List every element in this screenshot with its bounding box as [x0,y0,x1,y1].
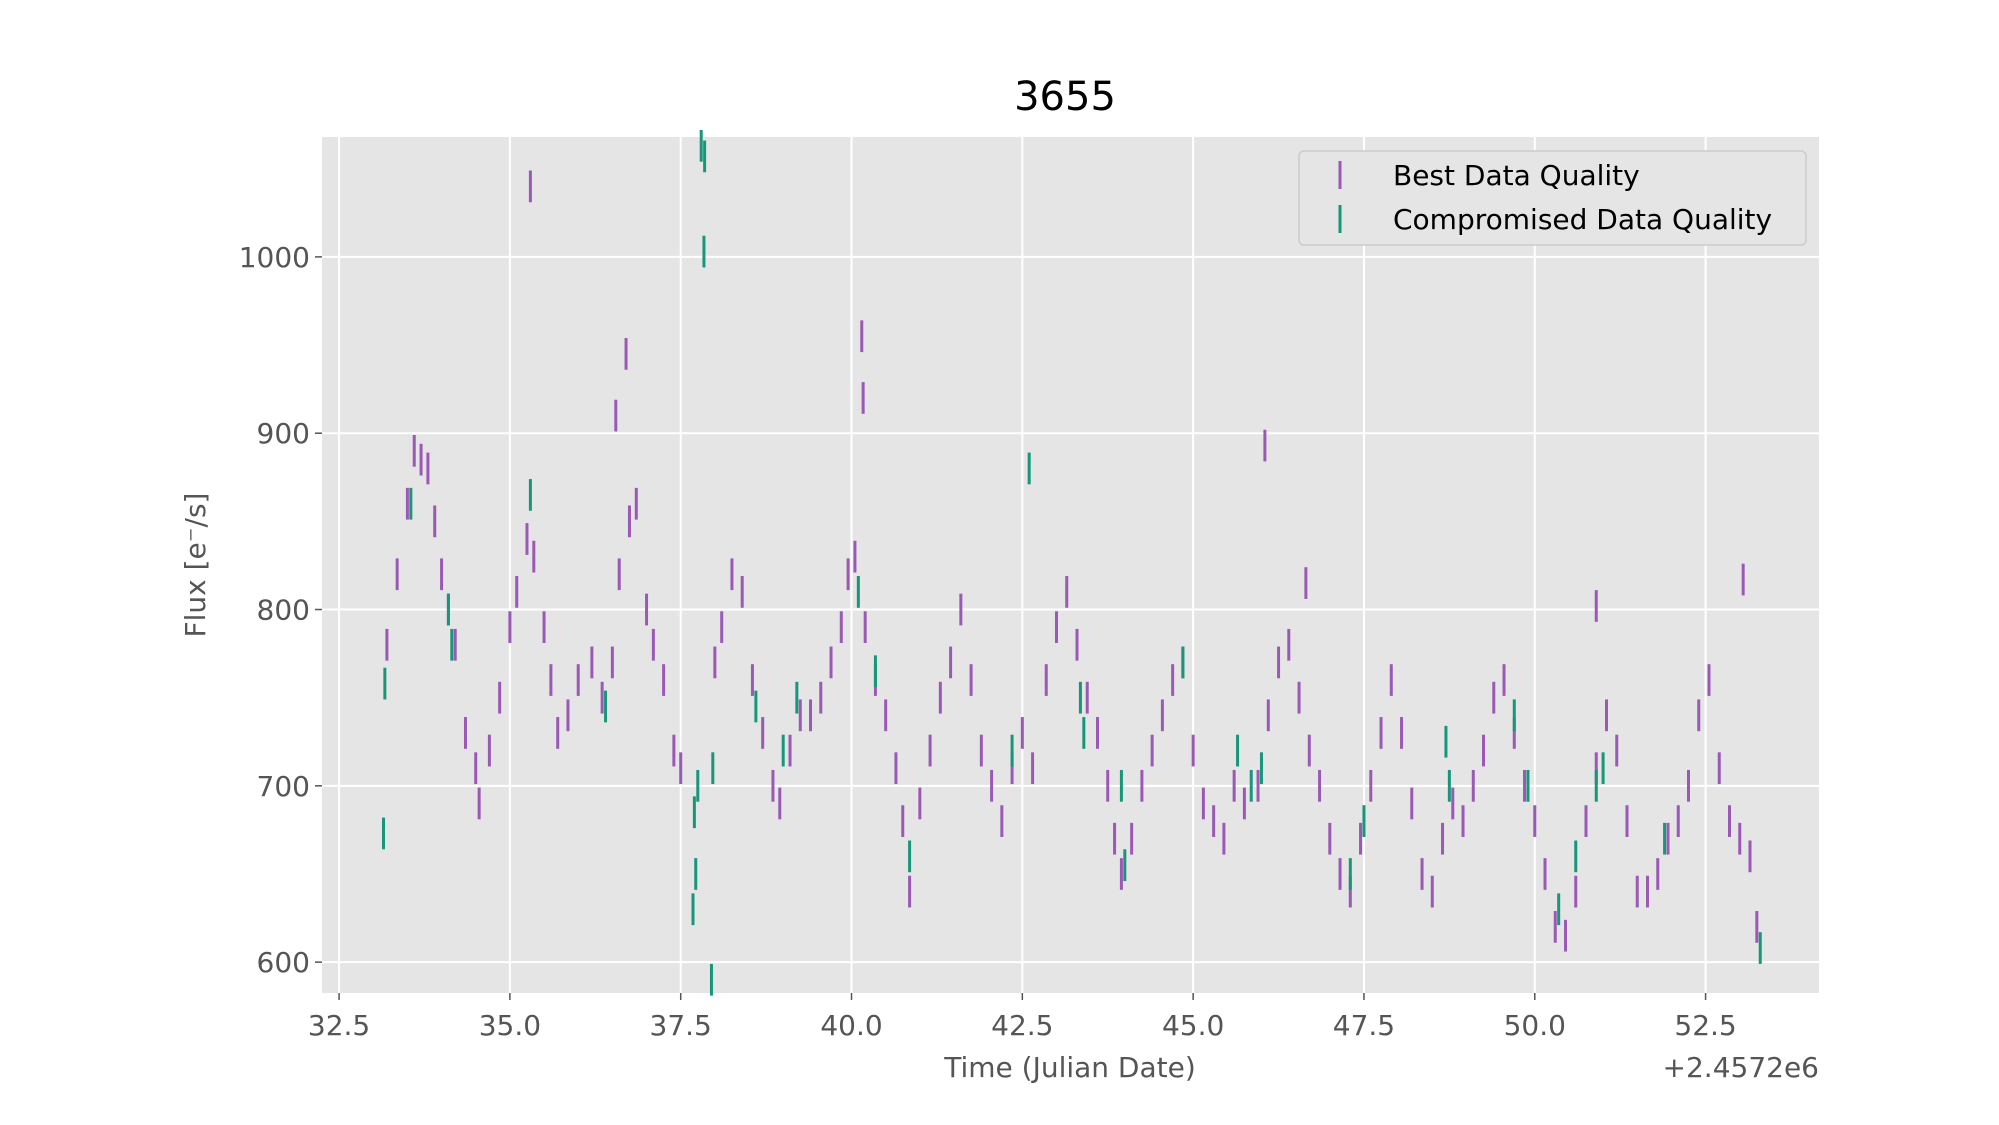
y-tick-label: 700 [257,770,310,803]
y-tick-label: 900 [257,417,310,450]
chart-title: 3655 [1014,74,1116,120]
plot-area [322,137,1819,993]
x-tick-label: 37.5 [650,1009,712,1042]
x-tick-label: 50.0 [1504,1009,1566,1042]
legend-label: Best Data Quality [1393,159,1640,192]
x-tick-label: 47.5 [1333,1009,1395,1042]
x-tick-label: 42.5 [991,1009,1053,1042]
x-tick-label: 45.0 [1162,1009,1224,1042]
x-tick-label: 32.5 [308,1009,370,1042]
legend-label: Compromised Data Quality [1393,203,1772,236]
x-axis-label: Time (Julian Date) [943,1051,1196,1084]
x-offset-label: +2.4572e6 [1663,1051,1819,1084]
x-tick-label: 52.5 [1674,1009,1736,1042]
x-tick-label: 35.0 [479,1009,541,1042]
y-tick-label: 800 [257,594,310,627]
y-tick-label: 1000 [239,241,310,274]
y-tick-label: 600 [257,946,310,979]
y-axis-label: Flux [e⁻/s] [179,493,212,638]
x-tick-label: 40.0 [820,1009,882,1042]
legend-box [1298,150,1807,246]
